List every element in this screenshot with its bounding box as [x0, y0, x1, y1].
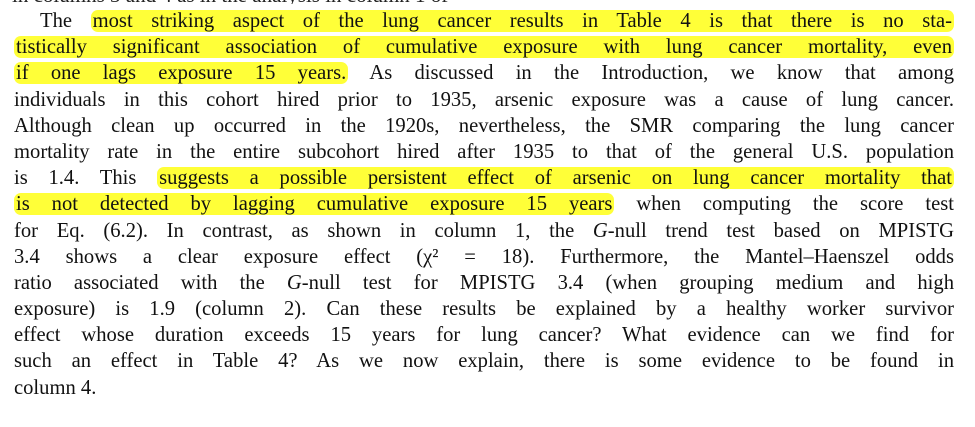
text-line: column 4. [14, 375, 954, 401]
italic-text: G [286, 271, 302, 294]
text-line: The most striking aspect of the lung can… [14, 8, 954, 34]
body-paragraph: The most striking aspect of the lung can… [14, 8, 954, 401]
text-line: 3.4 shows a clear exposure effect (χ² = … [14, 244, 954, 270]
text-line: ratio associated with the G-null test fo… [14, 270, 954, 296]
text-line: exposure) is 1.9 (column 2). Can these r… [14, 296, 954, 322]
text-span: such an effect in Table 4? As we now exp… [14, 350, 954, 373]
text-line: mortality rate in the entire subcohort h… [14, 139, 954, 165]
highlighted-text: is not detected by lagging cumulative ex… [14, 193, 615, 216]
text-span: -null test for MPISTG 3.4 (when grouping… [301, 271, 954, 294]
highlighted-text: suggests a possible persistent effect of… [157, 167, 954, 190]
highlighted-text: most striking aspect of the lung cancer … [90, 10, 954, 32]
text-span: individuals in this cohort hired prior t… [14, 88, 954, 111]
text-span: 3.4 shows a clear exposure effect (χ² = … [14, 245, 954, 268]
text-line: individuals in this cohort hired prior t… [14, 87, 954, 113]
text-span: when computing the score test [614, 193, 954, 216]
text-span: ratio associated with the [14, 271, 287, 294]
highlighted-text: tistically significant association of cu… [14, 36, 954, 59]
text-line: such an effect in Table 4? As we now exp… [14, 348, 954, 374]
text-line: Although clean up occurred in the 1920s,… [14, 113, 954, 139]
text-span: for Eq. (6.2). In contrast, as shown in … [14, 219, 593, 242]
text-span: As discussed in the Introduction, we kno… [348, 62, 955, 85]
text-span: mortality rate in the entire subcohort h… [14, 140, 954, 163]
paper-page: The most striking aspect of the lung can… [14, 8, 954, 401]
text-span: Although clean up occurred in the 1920s,… [14, 114, 954, 137]
italic-text: G [592, 219, 608, 242]
text-span: exposure) is 1.9 (column 2). Can these r… [14, 298, 954, 321]
text-line: effect whose duration exceeds 15 years f… [14, 322, 954, 348]
text-span: effect whose duration exceeds 15 years f… [14, 324, 954, 347]
text-span: column 4. [14, 376, 97, 399]
text-span: The [40, 10, 91, 32]
previous-line-cutoff: in columns 3 and 4 as in the analysis in… [12, 0, 952, 4]
text-line: is not detected by lagging cumulative ex… [14, 191, 954, 217]
text-line: if one lags exposure 15 years. As discus… [14, 60, 954, 86]
text-span: is 1.4. This [14, 167, 158, 190]
highlighted-text: if one lags exposure 15 years. [14, 62, 349, 85]
text-line: is 1.4. This suggests a possible persist… [14, 165, 954, 191]
text-span: -null trend test based on MPISTG [607, 219, 954, 242]
text-line: for Eq. (6.2). In contrast, as shown in … [14, 218, 954, 244]
text-line: tistically significant association of cu… [14, 34, 954, 60]
